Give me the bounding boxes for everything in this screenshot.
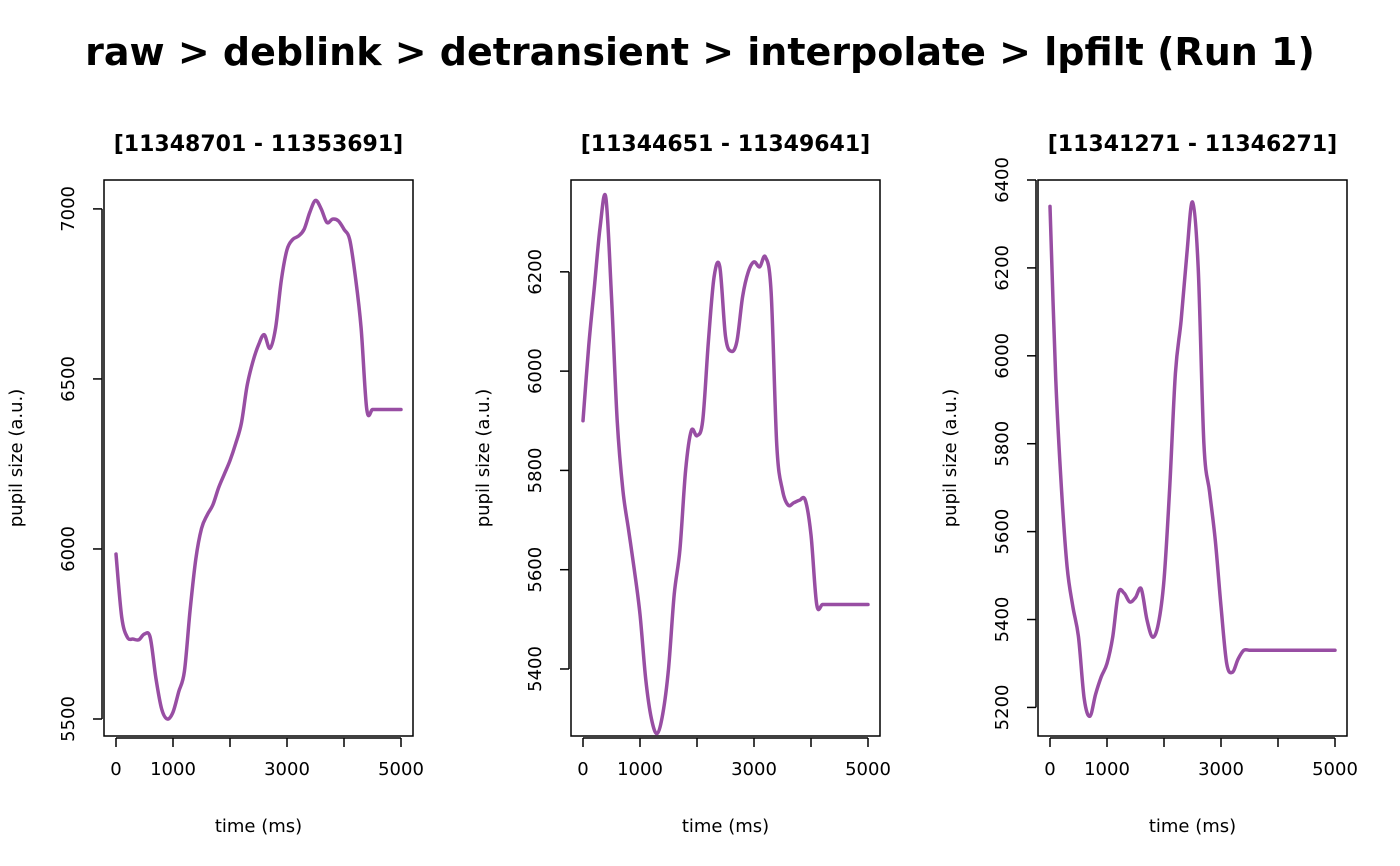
y-tick-label: 6500 (58, 356, 79, 402)
x-axis-label: time (ms) (682, 816, 769, 837)
plot-frame (570, 179, 881, 737)
x-tick-label: 3000 (731, 759, 777, 780)
panel-2: [11344651 - 11349641] 0 1000 3000 5000 time (… (473, 132, 891, 837)
panel-title: [11344651 - 11349641] (581, 132, 870, 157)
series-line (114, 198, 403, 721)
plot-frame (103, 179, 414, 737)
x-axis-label: time (ms) (1149, 816, 1236, 837)
x-tick-label: 3000 (1198, 759, 1244, 780)
x-tick-label: 5000 (845, 759, 891, 780)
panel-3: [11341271 - 11346271] 0 1000 3000 5000 time (… (940, 132, 1358, 837)
figure-title: raw > deblink > detransient > interpolat… (85, 30, 1315, 74)
x-tick-label: 3000 (264, 759, 310, 780)
x-axis-label: time (ms) (215, 816, 302, 837)
y-tick-label: 5800 (992, 421, 1013, 467)
y-tick-label: 5400 (992, 597, 1013, 643)
x-tick-label: 5000 (1312, 759, 1358, 780)
y-tick-label: 6200 (992, 245, 1013, 291)
x-tick-label: 1000 (617, 759, 663, 780)
y-axis-label: pupil size (a.u.) (940, 389, 961, 528)
y-tick-label: 6000 (58, 526, 79, 572)
y-tick-label: 5800 (525, 448, 546, 494)
y-tick-label: 5400 (525, 646, 546, 692)
x-tick-label: 0 (1044, 759, 1055, 780)
y-tick-label: 5200 (992, 685, 1013, 731)
plot-frame (1037, 179, 1348, 737)
y-axis-label: pupil size (a.u.) (6, 389, 27, 528)
panel-title: [11341271 - 11346271] (1048, 132, 1337, 157)
y-tick-label: 5600 (525, 547, 546, 593)
y-axis-label: pupil size (a.u.) (473, 389, 494, 528)
panel-title: [11348701 - 11353691] (114, 132, 403, 157)
y-tick-label: 6200 (525, 249, 546, 295)
series-line (581, 192, 870, 736)
series-line (1048, 200, 1337, 718)
x-tick-label: 0 (577, 759, 588, 780)
y-tick-label: 6000 (992, 333, 1013, 379)
y-tick-label: 6000 (525, 348, 546, 394)
x-tick-label: 5000 (378, 759, 424, 780)
x-tick-label: 1000 (1084, 759, 1130, 780)
panel-1: [11348701 - 11353691] 0 1000 3000 5000 time (… (6, 132, 424, 837)
y-tick-label: 5600 (992, 509, 1013, 555)
y-tick-label: 5500 (58, 696, 79, 742)
y-tick-label: 7000 (58, 186, 79, 232)
x-tick-label: 1000 (150, 759, 196, 780)
y-tick-label: 6400 (992, 157, 1013, 203)
x-tick-label: 0 (110, 759, 121, 780)
